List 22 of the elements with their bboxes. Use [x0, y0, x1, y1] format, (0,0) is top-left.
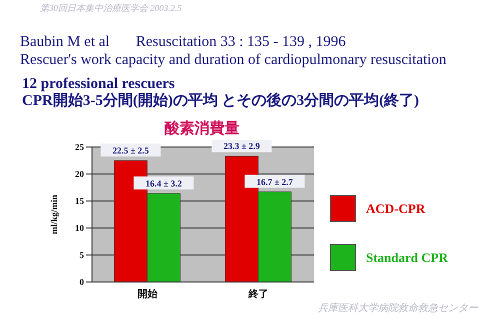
- y-tick-label: 5: [80, 250, 84, 260]
- y-tick-label: 15: [75, 196, 84, 206]
- text: Baubin M et al Resuscitation 33 : 135 - 139 , 1996: [20, 34, 346, 50]
- legend-label: ACD-CPR: [366, 200, 426, 216]
- legend-label: Standard CPR: [366, 250, 448, 266]
- y-tick-label: 10: [75, 223, 84, 234]
- text: 第30回日本集中治療医学会 2003.2.5: [40, 3, 182, 14]
- y-tick-label: 0: [80, 277, 84, 288]
- data-label: 16.4 ± 3.2: [145, 178, 182, 188]
- x-tick-label: 開始: [138, 288, 158, 300]
- data-label: 16.7 ± 2.7: [256, 176, 294, 187]
- text: CPR開始3-5分間(開始)の平均 とその後の3分間の平均(終了): [22, 93, 420, 110]
- y-axis-title: ml/kg/min: [49, 194, 60, 234]
- text: 兵庫医科大学病院救命救急センター: [318, 303, 478, 314]
- text: 12 professional rescuers: [22, 76, 175, 92]
- text: Rescuer's work capacity and duration of cardiopulmonary resuscitation: [20, 52, 446, 68]
- data-label: 22.5 ± 2.5: [112, 146, 150, 156]
- y-tick-label: 20: [75, 169, 84, 180]
- data-label: 23.3 ± 2.9: [223, 141, 260, 152]
- x-tick-label: 終了: [248, 288, 268, 300]
- y-tick-label: 25: [75, 142, 84, 152]
- chart-title: 酸素消費量: [164, 119, 240, 138]
